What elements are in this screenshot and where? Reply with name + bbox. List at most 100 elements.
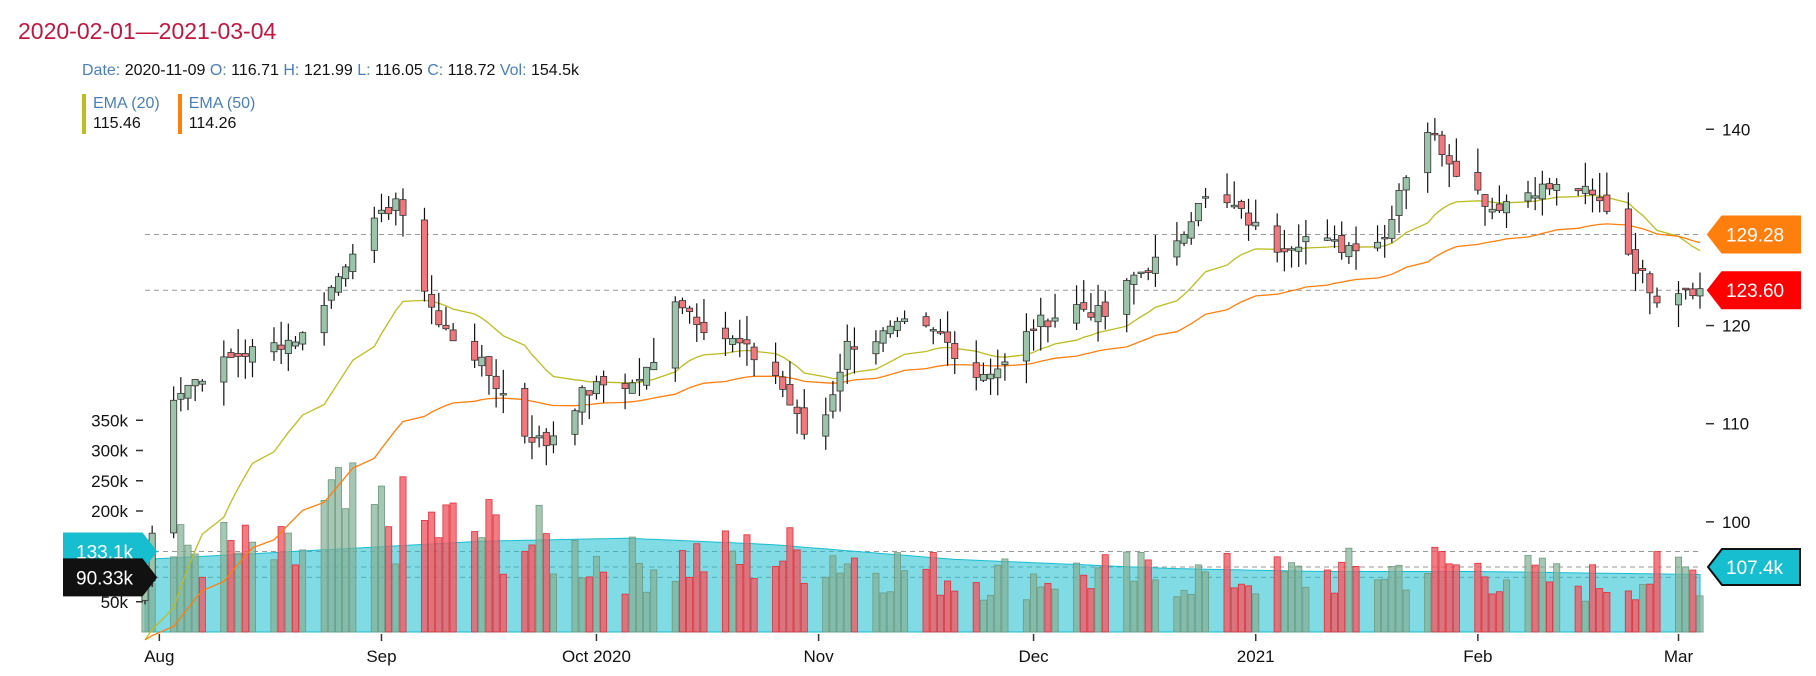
volume-bar — [1137, 552, 1145, 633]
volume-bar — [1424, 573, 1432, 633]
time-tick-label: Nov — [803, 647, 834, 666]
ema20-value: 115.46 — [93, 115, 141, 132]
volume-bar — [750, 578, 758, 633]
volume-bar — [521, 550, 529, 633]
candle-body — [850, 346, 858, 350]
candle — [334, 273, 342, 296]
volume-bar — [793, 549, 801, 633]
candle-body — [478, 356, 486, 367]
candle-body — [585, 390, 593, 396]
candle — [1689, 282, 1697, 300]
date-label: Date: — [82, 62, 121, 79]
candle — [342, 264, 350, 287]
volume-bar — [471, 531, 479, 633]
candle — [585, 390, 593, 420]
candle — [1087, 293, 1095, 321]
volume-bar — [671, 580, 679, 633]
candle — [1524, 180, 1532, 208]
candle — [1503, 194, 1511, 228]
price-badge-1: 123.60 — [1706, 271, 1801, 310]
candle — [1431, 118, 1439, 141]
candle-body — [872, 341, 880, 355]
candle-body — [220, 356, 228, 383]
ohlc-readout: Date: 2020-11-09 O: 116.71 H: 121.99 L: … — [82, 62, 579, 80]
candle — [1130, 271, 1138, 305]
candle — [571, 408, 579, 446]
volume-bar — [1488, 593, 1496, 633]
candle-body — [1503, 201, 1511, 214]
volume-bar — [743, 534, 751, 633]
volume-bar — [1374, 579, 1382, 633]
volume-bar — [1252, 593, 1260, 633]
volume-bar — [779, 560, 787, 633]
volume-bar — [621, 593, 629, 633]
volume-bar — [1101, 554, 1109, 633]
candle — [177, 377, 185, 412]
candle-body — [1073, 304, 1081, 324]
volume-bar — [428, 511, 436, 633]
candle — [1388, 205, 1396, 243]
candle-body — [678, 300, 686, 309]
volume-bar — [385, 526, 393, 633]
volume-bar — [879, 592, 887, 633]
legend-ema20[interactable]: EMA (20) 115.46 — [82, 94, 160, 134]
candle-body — [1230, 204, 1238, 208]
volume-bar — [1452, 564, 1460, 633]
candle — [836, 353, 844, 412]
candle-body — [1452, 160, 1460, 177]
candle-body — [843, 340, 851, 370]
candle-body — [1531, 195, 1539, 199]
candle — [270, 327, 278, 361]
candle-body — [1252, 221, 1260, 227]
candle-body — [1295, 246, 1303, 252]
volume-bar — [1295, 565, 1303, 633]
candle — [592, 375, 600, 400]
candle-body — [1044, 320, 1052, 328]
candle — [1302, 220, 1310, 265]
legend-ema50[interactable]: EMA (50) 114.26 — [177, 94, 255, 134]
candle-body — [1424, 132, 1432, 174]
candle-body — [349, 253, 357, 272]
volume-badge-2-label: 107.4k — [1726, 558, 1784, 579]
candle — [1445, 144, 1453, 188]
candle-body — [385, 206, 393, 215]
volume-bar — [420, 520, 428, 633]
candle-body — [1696, 288, 1704, 297]
volume-bar — [1245, 585, 1253, 633]
volume-bar — [542, 533, 550, 633]
candle-body — [1187, 221, 1195, 239]
candle-body — [1553, 183, 1561, 191]
candle-body — [1639, 268, 1647, 271]
candle — [1395, 183, 1403, 233]
volume-bar — [1531, 564, 1539, 633]
candle-body — [542, 431, 550, 447]
candle — [872, 330, 880, 365]
candle — [1144, 267, 1152, 281]
candle — [879, 327, 887, 352]
volume-bar — [1632, 599, 1639, 633]
candle — [1531, 177, 1539, 211]
volume-bar — [693, 543, 701, 633]
volume-bar — [850, 557, 858, 633]
volume-bar — [220, 521, 228, 633]
candle-body — [1538, 183, 1546, 200]
volume-bar — [987, 594, 995, 633]
candle-body — [1323, 237, 1331, 241]
candle-body — [234, 353, 242, 357]
ema50-value: 114.26 — [188, 115, 237, 132]
volume-bar — [349, 462, 357, 633]
candle — [449, 322, 457, 342]
candle — [1581, 162, 1589, 205]
volume-bar — [449, 502, 457, 633]
candle-body — [571, 410, 579, 435]
candle-body — [972, 362, 980, 378]
candle-body — [277, 344, 285, 350]
candle — [377, 193, 385, 223]
volume-bar — [1022, 599, 1030, 633]
volume-bar — [678, 550, 686, 633]
legend: EMA (20) 115.46 EMA (50) 114.26 — [82, 94, 255, 134]
candle-body — [370, 217, 378, 251]
volume-bar — [686, 576, 694, 633]
volume-bar — [442, 504, 450, 633]
